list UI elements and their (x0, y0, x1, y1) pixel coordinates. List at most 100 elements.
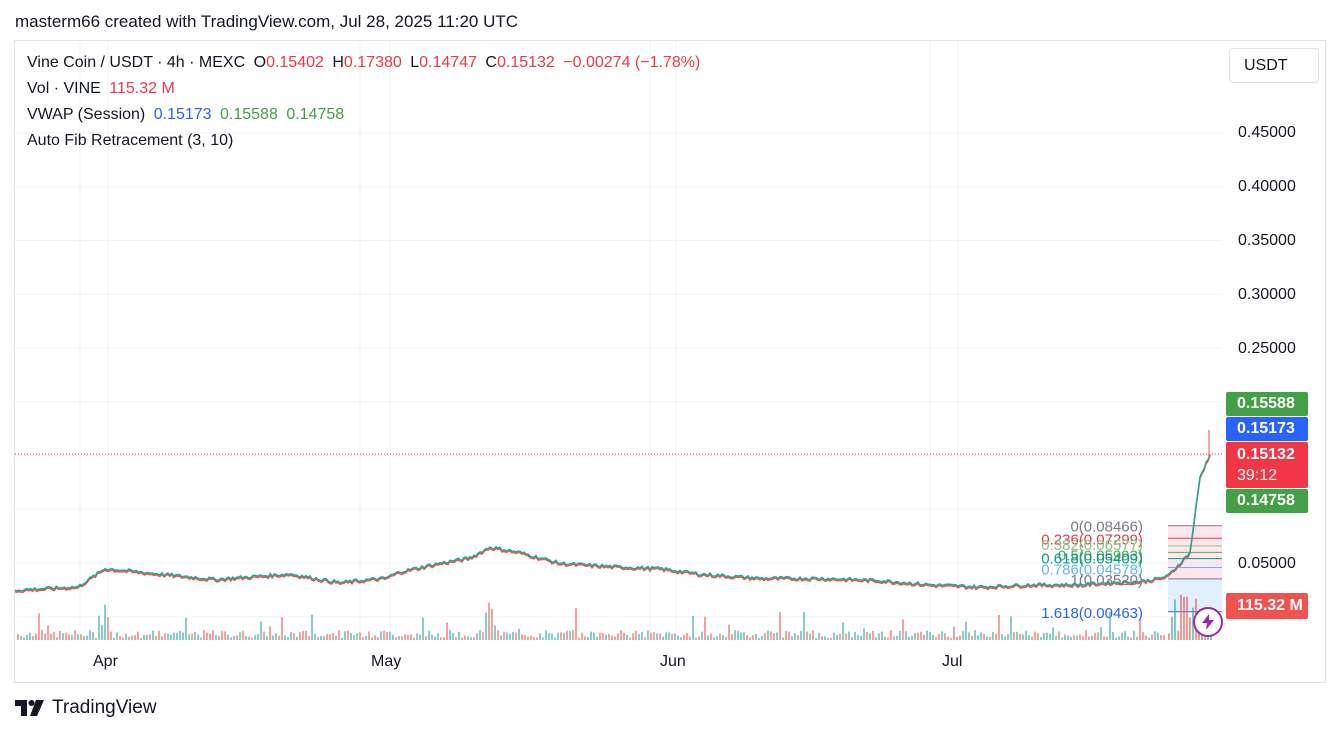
volume-bar (1180, 594, 1182, 640)
volume-bar (98, 615, 100, 640)
volume-bar (53, 631, 55, 640)
volume-bar (902, 619, 904, 640)
legend-ohlc-row: Vine Coin / USDT · 4h · MEXC O0.15402 H0… (27, 53, 704, 73)
volume-bar (593, 632, 595, 640)
volume-bar (236, 635, 238, 640)
volume-price-label: 115.32 M (1226, 593, 1308, 619)
volume-bar (218, 636, 220, 640)
legend-vwap-label: VWAP (Session) (27, 106, 146, 123)
volume-bar (803, 612, 805, 640)
volume-bar (602, 633, 604, 640)
volume-bar (944, 633, 946, 640)
volume-bar (323, 636, 325, 640)
volume-bar (569, 631, 571, 640)
volume-bar (254, 635, 256, 640)
volume-bar (365, 635, 367, 640)
volume-bar (509, 633, 511, 640)
volume-bar (239, 632, 241, 640)
volume-bar (1028, 635, 1030, 640)
volume-bar (695, 637, 697, 640)
volume-bar (1043, 632, 1045, 640)
volume-bar (860, 635, 862, 640)
legend-open: 0.15402 (266, 54, 324, 71)
volume-bar (887, 637, 889, 640)
volume-bar (179, 630, 181, 640)
volume-bar (929, 631, 931, 640)
volume-bar (1094, 632, 1096, 640)
volume-bar (1186, 596, 1188, 640)
volume-bar (611, 635, 613, 640)
volume-bar (407, 634, 409, 640)
volume-bar (965, 621, 967, 640)
volume-bar (761, 636, 763, 640)
volume-bar (47, 625, 49, 640)
volume-bar (341, 637, 343, 640)
fib-level-label: 1.618(0.00463) (1041, 605, 1143, 622)
volume-bar (1177, 630, 1179, 640)
legend-volume-row[interactable]: Vol · VINE 115.32 M (27, 79, 179, 99)
volume-bar (905, 631, 907, 640)
volume-bar (854, 631, 856, 640)
y-tick-label: 0.05000 (1238, 555, 1296, 572)
volume-bar (554, 637, 556, 640)
volume-bar (542, 637, 544, 640)
volume-bar (128, 636, 130, 640)
volume-bar (227, 634, 229, 640)
volume-bar (107, 616, 109, 640)
volume-bar (605, 634, 607, 640)
volume-bar (1061, 637, 1063, 640)
volume-bar (1007, 634, 1009, 640)
volume-bar (650, 632, 652, 640)
volume-bar (20, 636, 22, 640)
volume-bar (707, 635, 709, 640)
volume-bar (587, 637, 589, 640)
volume-bar (668, 632, 670, 640)
volume-bar (764, 632, 766, 640)
volume-bar (41, 629, 43, 640)
volume-bar (998, 615, 1000, 640)
volume-bar (302, 631, 304, 640)
volume-bar (215, 634, 217, 640)
volume-bar (320, 636, 322, 640)
volume-bar (920, 631, 922, 640)
volume-bar (983, 633, 985, 640)
volume-bar (257, 634, 259, 640)
volume-bar (167, 633, 169, 640)
volume-bar (704, 616, 706, 640)
volume-bar (623, 632, 625, 640)
volume-bar (1160, 635, 1162, 640)
volume-bar (479, 630, 481, 640)
currency-button[interactable]: USDT (1229, 48, 1319, 83)
volume-bar (392, 634, 394, 640)
volume-bar (515, 632, 517, 640)
volume-bar (992, 631, 994, 640)
tradingview-brand-text: TradingView (52, 697, 157, 718)
chart-frame[interactable] (14, 40, 1326, 683)
tradingview-logo[interactable]: TradingView (15, 697, 157, 719)
volume-bar (839, 633, 841, 640)
legend-change: −0.00274 (−1.78%) (563, 54, 701, 71)
volume-bar (467, 636, 469, 640)
volume-bar (449, 630, 451, 640)
volume-bar (836, 635, 838, 640)
volume-bar (452, 632, 454, 640)
volume-bar (737, 630, 739, 640)
volume-bar (278, 635, 280, 640)
volume-bar (779, 612, 781, 640)
volume-bar (413, 637, 415, 640)
volume-bar (932, 635, 934, 640)
volume-bar (848, 631, 850, 640)
volume-bar (773, 633, 775, 640)
y-tick-label: 0.40000 (1238, 178, 1296, 195)
volume-bar (866, 632, 868, 640)
legend-fib-row[interactable]: Auto Fib Retracement (3, 10) (27, 131, 237, 151)
legend-fib-label: Auto Fib Retracement (3, 10) (27, 132, 234, 149)
legend-vwap-row[interactable]: VWAP (Session) 0.15173 0.15588 0.14758 (27, 105, 348, 125)
lightning-icon[interactable] (1193, 607, 1223, 637)
volume-bar (626, 634, 628, 640)
legend-symbol[interactable]: Vine Coin / USDT · 4h · MEXC (27, 54, 246, 71)
volume-bar (275, 633, 277, 640)
volume-bar (344, 631, 346, 640)
volume-bar (740, 632, 742, 640)
